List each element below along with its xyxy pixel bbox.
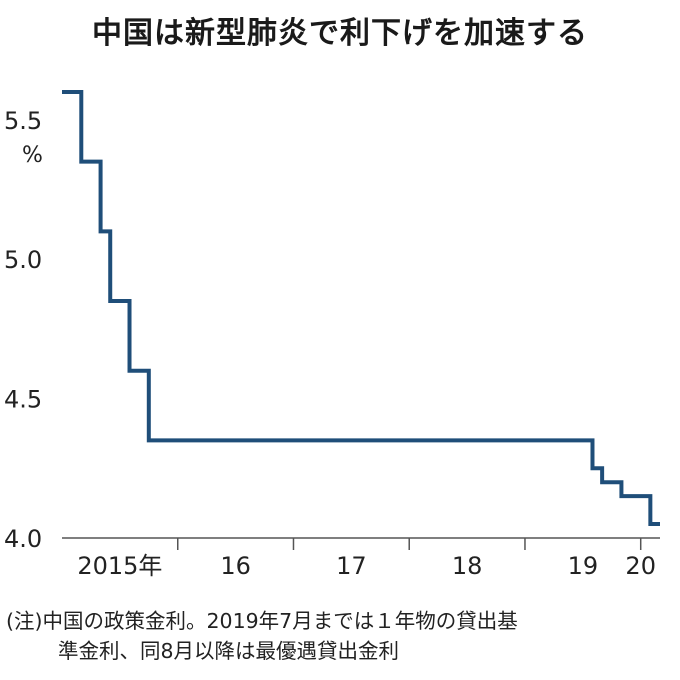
y-tick-label: 5.0 — [4, 246, 42, 274]
x-tick-label: 2015年 — [77, 552, 162, 580]
x-tick-label: 19 — [568, 552, 599, 580]
x-tick-label: 20 — [625, 552, 656, 580]
y-tick-label: 4.5 — [4, 386, 42, 414]
x-tick-label: 16 — [220, 552, 251, 580]
y-axis-unit: % — [22, 143, 43, 168]
x-tick-label: 18 — [452, 552, 483, 580]
x-tick-label: 17 — [336, 552, 367, 580]
chart-plot: 5.5 5.0 4.5 4.0 % 2015年 16 17 18 19 20 — [4, 89, 660, 580]
footnote-line-1: (注)中国の政策金利。2019年7月までは１年物の貸出基 — [6, 609, 518, 633]
footnote: (注)中国の政策金利。2019年7月までは１年物の貸出基 準金利、同8月以降は最… — [6, 606, 676, 666]
y-tick-label: 4.0 — [4, 525, 42, 553]
y-tick-label: 5.5 — [4, 107, 42, 135]
x-axis-ticks: 2015年 16 17 18 19 20 — [77, 538, 656, 580]
chart-title: 中国は新型肺炎で利下げを加速する — [92, 16, 588, 51]
footnote-line-2: 準金利、同8月以降は最優遇貸出金利 — [58, 639, 400, 663]
y-axis-ticks: 5.5 5.0 4.5 4.0 — [4, 107, 42, 553]
interest-rate-line — [62, 89, 660, 527]
